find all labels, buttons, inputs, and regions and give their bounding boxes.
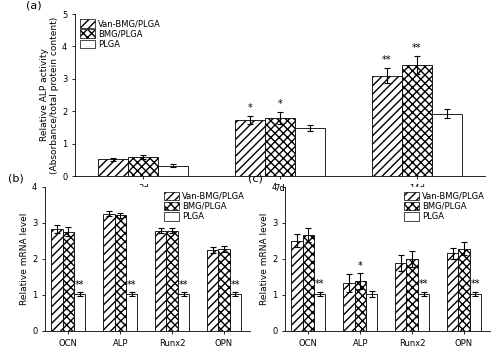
Bar (295, 128, 325, 176)
Bar (314, 294, 326, 331)
Y-axis label: Relative ALP activity
(Absorbance/total protein content): Relative ALP activity (Absorbance/total … (40, 17, 59, 174)
Bar (432, 114, 462, 176)
Legend: Van-BMG/PLGA, BMG/PLGA, PLGA: Van-BMG/PLGA, BMG/PLGA, PLGA (403, 191, 486, 222)
Bar (302, 235, 314, 331)
Text: (b): (b) (8, 174, 24, 184)
Bar (291, 241, 302, 331)
Bar (178, 294, 190, 331)
Text: **: ** (412, 43, 422, 53)
Bar (402, 65, 432, 176)
Text: **: ** (382, 55, 392, 65)
Bar (218, 249, 230, 331)
Text: *: * (358, 260, 362, 271)
Bar (103, 214, 115, 331)
Legend: Van-BMG/PLGA, BMG/PLGA, PLGA: Van-BMG/PLGA, BMG/PLGA, PLGA (79, 18, 162, 50)
Text: **: ** (470, 279, 480, 289)
Legend: Van-BMG/PLGA, BMG/PLGA, PLGA: Van-BMG/PLGA, BMG/PLGA, PLGA (163, 191, 246, 222)
Bar (395, 263, 406, 331)
Bar (74, 294, 86, 331)
Bar (406, 259, 418, 331)
Text: **: ** (419, 279, 428, 289)
Y-axis label: Relative mRNA level: Relative mRNA level (260, 213, 269, 305)
Text: (a): (a) (26, 1, 42, 11)
Bar (51, 229, 62, 331)
Bar (158, 166, 188, 176)
Bar (126, 294, 138, 331)
Bar (458, 249, 470, 331)
Bar (155, 231, 166, 331)
Bar (114, 215, 126, 331)
Text: **: ** (315, 279, 324, 289)
Bar (418, 294, 430, 331)
Bar (265, 118, 295, 176)
Text: **: ** (179, 280, 188, 290)
Text: **: ** (127, 280, 136, 290)
Bar (235, 120, 265, 176)
Text: *: * (278, 99, 282, 109)
Bar (366, 294, 378, 331)
Bar (343, 283, 354, 331)
Bar (354, 281, 366, 331)
Bar (230, 294, 241, 331)
Text: **: ** (230, 280, 240, 290)
Y-axis label: Relative mRNA level: Relative mRNA level (20, 213, 29, 305)
Text: **: ** (75, 280, 85, 290)
Bar (62, 232, 74, 331)
Bar (98, 159, 128, 176)
Bar (470, 294, 481, 331)
Bar (372, 76, 402, 176)
Bar (207, 250, 218, 331)
Bar (447, 253, 458, 331)
Text: *: * (248, 103, 252, 113)
Text: (c): (c) (248, 174, 263, 184)
Bar (166, 231, 178, 331)
Bar (128, 157, 158, 176)
